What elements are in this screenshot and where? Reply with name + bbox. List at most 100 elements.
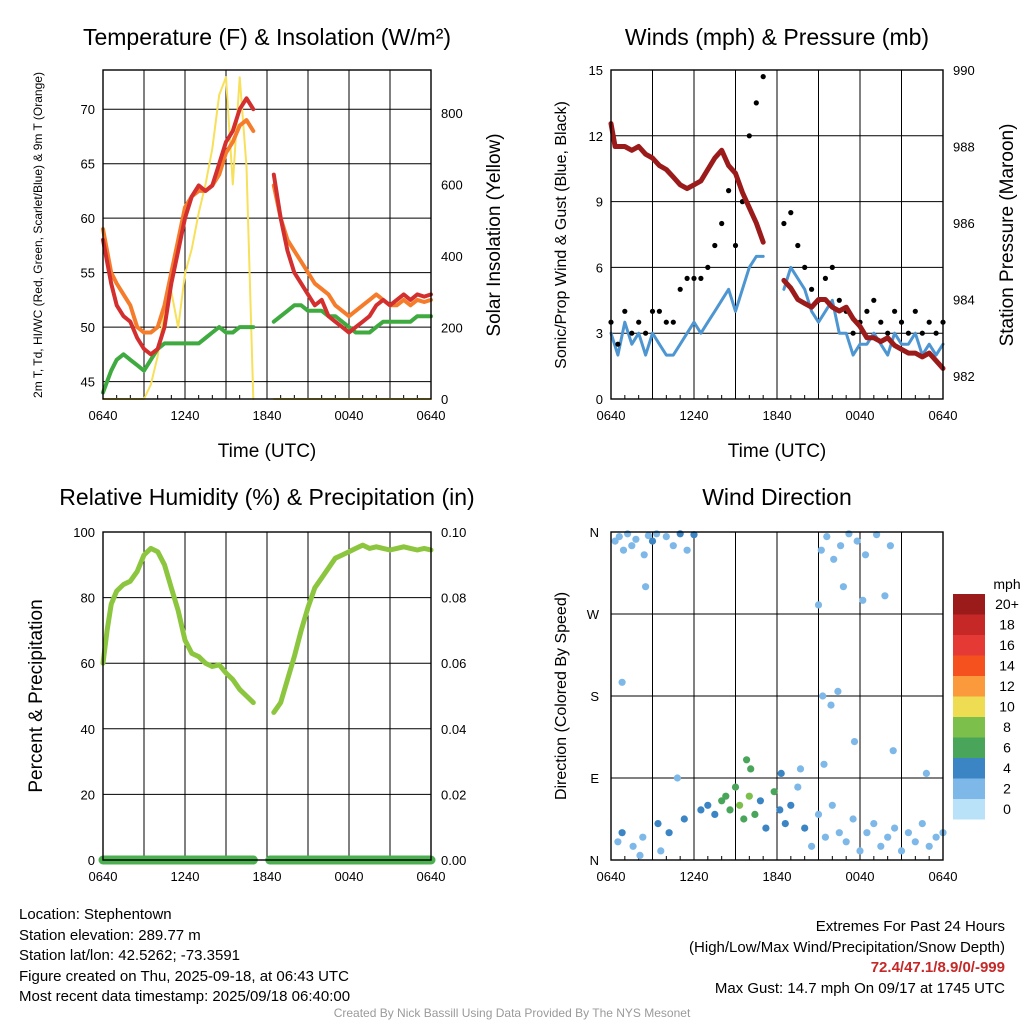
gust-point <box>892 308 898 314</box>
direction-point <box>821 833 830 841</box>
y-tick-label: 9 <box>596 195 603 210</box>
y-axis-label: Direction (Colored By Speed) <box>553 592 570 800</box>
chart-title: Temperature (F) & Insolation (W/m²) <box>83 24 451 50</box>
gust-point <box>802 264 808 270</box>
colorbar-label: 6 <box>1003 740 1011 756</box>
gust-point <box>905 330 912 336</box>
gust-point <box>926 319 932 325</box>
direction-point <box>619 546 628 554</box>
gust-point <box>829 264 835 270</box>
direction-point <box>704 801 712 809</box>
y-tick-label: 55 <box>81 266 95 281</box>
y2-tick-label: 800 <box>441 106 463 121</box>
credit-line: Created By Nick Bassill Using Data Provi… <box>333 1006 691 1020</box>
direction-point <box>662 533 670 541</box>
gust-point <box>753 100 759 106</box>
x-tick-label: 0040 <box>335 408 364 423</box>
gust-point <box>649 308 656 314</box>
direction-point <box>884 833 892 841</box>
y2-tick-label: 400 <box>441 249 463 264</box>
max-gust: Max Gust: 14.7 mph On 09/17 at 1745 UTC <box>714 979 1005 997</box>
colorbar-label: 18 <box>999 617 1015 633</box>
y2-tick-label: 200 <box>441 320 463 335</box>
y-tick-label: 12 <box>589 129 603 144</box>
x-tick-label: 0640 <box>597 869 626 884</box>
direction-point <box>683 546 691 554</box>
y2-tick-label: 988 <box>953 140 975 155</box>
colorbar-label: 2 <box>1003 781 1011 797</box>
plot-border <box>610 531 944 861</box>
direction-point <box>845 530 853 538</box>
x-tick-label: 1840 <box>763 869 792 884</box>
direction-point <box>654 820 662 828</box>
x-tick-label: 0640 <box>417 408 446 423</box>
gust-point <box>878 319 884 325</box>
gust-point <box>670 319 676 325</box>
x-axis-label: Time (UTC) <box>218 441 317 462</box>
y-tick-label: 3 <box>596 326 603 341</box>
colorbar-swatch <box>953 655 985 676</box>
y-tick-label: 60 <box>81 656 95 671</box>
y2-tick-label: 986 <box>953 216 975 231</box>
extremes-subtitle: (High/Low/Max Wind/Precipitation/Snow De… <box>689 938 1005 956</box>
gust-point <box>871 297 877 303</box>
gust-point <box>684 275 690 281</box>
direction-point <box>819 692 827 700</box>
gust-point <box>795 242 801 249</box>
y2-tick-label: 0.08 <box>441 591 466 606</box>
gust-point <box>885 330 891 336</box>
direction-point <box>877 842 885 850</box>
direction-point <box>697 806 705 814</box>
direction-point <box>618 829 626 837</box>
direction-point <box>891 824 899 832</box>
gust-point <box>912 308 918 314</box>
direction-point <box>863 829 871 837</box>
y-tick-label: S <box>590 689 599 704</box>
station-elevation: Station elevation: 289.77 m <box>19 926 201 944</box>
direction-point <box>834 687 842 696</box>
temperature-2m-series-line <box>101 96 433 357</box>
y-axis-label: Percent & Precipitation <box>26 599 47 792</box>
colorbar-swatch <box>953 676 985 697</box>
gust-point <box>809 286 815 292</box>
direction-point <box>922 769 931 778</box>
plot-border <box>610 69 944 400</box>
station-location: Location: Stephentown <box>19 906 172 923</box>
y2-tick-label: 990 <box>953 63 975 78</box>
y-tick-label: 15 <box>589 63 603 78</box>
direction-point <box>736 801 744 809</box>
direction-point <box>820 760 828 768</box>
gust-point <box>629 330 635 336</box>
gust-point <box>712 242 718 249</box>
gust-point <box>636 319 642 325</box>
figure-created: Figure created on Thu, 2025-09-18, at 06… <box>19 967 349 985</box>
colorbar-label: 4 <box>1003 760 1011 776</box>
direction-point <box>837 542 845 550</box>
direction-point <box>740 815 748 823</box>
colorbar-label: 0 <box>1003 801 1011 817</box>
y-tick-label: 0 <box>88 853 95 868</box>
y2-tick-label: 0.00 <box>441 853 466 868</box>
x-tick-label: 0040 <box>846 408 875 423</box>
direction-point <box>756 797 765 805</box>
direction-point <box>653 530 661 538</box>
direction-point <box>873 531 881 539</box>
y2-axis-label: Station Pressure (Maroon) <box>997 124 1018 347</box>
gust-point <box>656 308 663 314</box>
extremes-box: Extremes For Past 24 Hours (High/Low/Max… <box>689 917 1005 999</box>
direction-point <box>731 783 740 791</box>
direction-point <box>628 542 636 550</box>
direction-point <box>751 810 759 819</box>
y2-axis-label: Solar Insolation (Yellow) <box>484 133 505 336</box>
direction-point <box>796 765 805 773</box>
direction-point <box>618 678 626 686</box>
direction-point <box>889 747 897 755</box>
y-tick-label: 50 <box>81 320 95 335</box>
direction-point <box>676 530 684 538</box>
plot-border <box>102 69 432 400</box>
colorbar-swatch <box>953 635 985 656</box>
extremes-values: 72.4/47.1/8.9/0/-999 <box>870 959 1005 976</box>
direction-point <box>801 824 809 832</box>
direction-point <box>665 829 673 837</box>
